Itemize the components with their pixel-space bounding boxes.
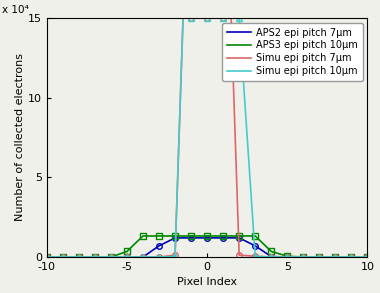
APS3 epi pitch 10μm [237, 234, 241, 238]
APS3 epi pitch 10μm [333, 255, 338, 259]
Simu epi pitch 7μm [173, 253, 177, 257]
Simu epi pitch 10μm [189, 16, 193, 20]
APS3 epi pitch 10μm [157, 234, 161, 238]
Simu epi pitch 10μm [229, 16, 233, 20]
Simu epi pitch 10μm [349, 255, 354, 259]
APS3 epi pitch 10μm [60, 255, 65, 259]
Simu epi pitch 10μm [269, 255, 274, 259]
APS2 epi pitch 7μm [44, 255, 49, 259]
APS2 epi pitch 7μm [157, 244, 161, 248]
Simu epi pitch 10μm [181, 16, 185, 20]
APS3 epi pitch 10μm [317, 255, 321, 259]
Simu epi pitch 10μm [173, 255, 177, 258]
APS3 epi pitch 10μm [173, 234, 177, 238]
Simu epi pitch 7μm [269, 255, 274, 259]
APS3 epi pitch 10μm [349, 255, 354, 259]
Simu epi pitch 10μm [109, 255, 113, 259]
Line: Simu epi pitch 7μm: Simu epi pitch 7μm [47, 18, 367, 257]
Simu epi pitch 10μm [141, 255, 145, 259]
APS3 epi pitch 10μm [365, 255, 370, 259]
Simu epi pitch 7μm [44, 255, 49, 259]
APS2 epi pitch 7μm [269, 255, 274, 258]
APS2 epi pitch 7μm [365, 255, 370, 259]
Simu epi pitch 7μm [77, 255, 81, 259]
APS2 epi pitch 7μm [141, 255, 145, 259]
Simu epi pitch 10μm [93, 255, 97, 259]
Simu epi pitch 7μm [221, 16, 225, 20]
APS2 epi pitch 7μm [333, 255, 338, 259]
Simu epi pitch 10μm [301, 255, 306, 259]
Simu epi pitch 10μm [205, 16, 209, 20]
APS3 epi pitch 10μm [269, 250, 274, 253]
Simu epi pitch 7μm [109, 255, 113, 259]
Simu epi pitch 7μm [181, 16, 185, 20]
APS2 epi pitch 7μm [349, 255, 354, 259]
Simu epi pitch 10μm [317, 255, 321, 259]
APS3 epi pitch 10μm [44, 255, 49, 259]
Line: Simu epi pitch 10μm: Simu epi pitch 10μm [47, 18, 367, 257]
Simu epi pitch 7μm [333, 255, 338, 259]
APS3 epi pitch 10μm [125, 250, 129, 253]
APS3 epi pitch 10μm [189, 234, 193, 238]
APS3 epi pitch 10μm [285, 255, 290, 258]
APS3 epi pitch 10μm [221, 234, 225, 238]
APS3 epi pitch 10μm [77, 255, 81, 259]
APS3 epi pitch 10μm [205, 234, 209, 238]
Simu epi pitch 10μm [77, 255, 81, 259]
Simu epi pitch 7μm [93, 255, 97, 259]
Text: x 10⁴: x 10⁴ [2, 5, 28, 16]
Line: APS2 epi pitch 7μm: APS2 epi pitch 7μm [47, 238, 367, 257]
APS2 epi pitch 7μm [109, 255, 113, 259]
Simu epi pitch 10μm [333, 255, 338, 259]
Simu epi pitch 10μm [365, 255, 370, 259]
Simu epi pitch 7μm [237, 253, 241, 257]
APS2 epi pitch 7μm [93, 255, 97, 259]
APS3 epi pitch 10μm [253, 234, 258, 238]
Simu epi pitch 10μm [221, 16, 225, 20]
Simu epi pitch 10μm [44, 255, 49, 259]
APS2 epi pitch 7μm [77, 255, 81, 259]
APS3 epi pitch 10μm [109, 255, 113, 259]
Simu epi pitch 7μm [125, 255, 129, 259]
APS2 epi pitch 7μm [221, 236, 225, 240]
APS2 epi pitch 7μm [125, 255, 129, 259]
APS2 epi pitch 7μm [253, 244, 258, 248]
APS2 epi pitch 7μm [60, 255, 65, 259]
APS2 epi pitch 7μm [173, 236, 177, 240]
Simu epi pitch 7μm [229, 16, 233, 20]
Simu epi pitch 7μm [301, 255, 306, 259]
APS2 epi pitch 7μm [189, 236, 193, 240]
Simu epi pitch 7μm [205, 16, 209, 20]
Simu epi pitch 7μm [285, 255, 290, 259]
APS2 epi pitch 7μm [301, 255, 306, 259]
APS2 epi pitch 7μm [285, 255, 290, 259]
Simu epi pitch 7μm [253, 255, 258, 258]
Line: APS3 epi pitch 10μm: APS3 epi pitch 10μm [47, 236, 367, 257]
Simu epi pitch 10μm [253, 255, 258, 258]
APS3 epi pitch 10μm [301, 255, 306, 259]
Simu epi pitch 7μm [189, 16, 193, 20]
APS3 epi pitch 10μm [141, 234, 145, 238]
Simu epi pitch 7μm [365, 255, 370, 259]
APS2 epi pitch 7μm [317, 255, 321, 259]
Simu epi pitch 7μm [349, 255, 354, 259]
Simu epi pitch 10μm [157, 255, 161, 259]
APS2 epi pitch 7μm [237, 236, 241, 240]
X-axis label: Pixel Index: Pixel Index [177, 277, 237, 287]
Simu epi pitch 10μm [60, 255, 65, 259]
Legend: APS2 epi pitch 7μm, APS3 epi pitch 10μm, Simu epi pitch 7μm, Simu epi pitch 10μm: APS2 epi pitch 7μm, APS3 epi pitch 10μm,… [222, 23, 363, 81]
Simu epi pitch 7μm [141, 255, 145, 259]
Simu epi pitch 7μm [60, 255, 65, 259]
Simu epi pitch 7μm [317, 255, 321, 259]
Simu epi pitch 10μm [285, 255, 290, 259]
Y-axis label: Number of collected electrons: Number of collected electrons [15, 53, 25, 222]
Simu epi pitch 10μm [125, 255, 129, 259]
Simu epi pitch 10μm [237, 16, 241, 20]
APS3 epi pitch 10μm [93, 255, 97, 259]
Simu epi pitch 7μm [157, 255, 161, 259]
APS2 epi pitch 7μm [205, 236, 209, 240]
